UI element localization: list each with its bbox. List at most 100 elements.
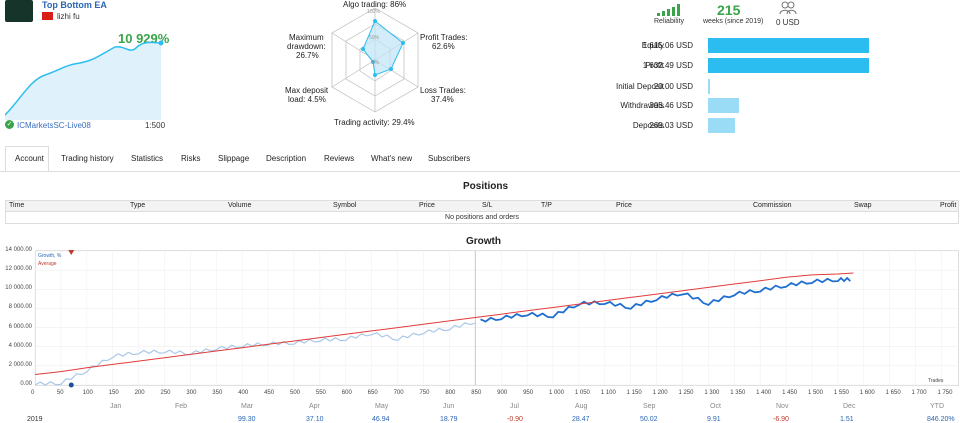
month-label: Dec — [843, 403, 856, 410]
tab-statistics[interactable]: Statistics — [131, 154, 164, 163]
col-commission[interactable]: Commission — [753, 202, 792, 209]
tab-slippage[interactable]: Slippage — [218, 154, 250, 163]
x-tick-label: 300 — [186, 390, 197, 396]
radar-max-deposit-value: load: 4.5% — [288, 95, 326, 104]
tab-subscribers[interactable]: Subscribers — [428, 154, 471, 163]
x-axis-label: Trades — [928, 378, 944, 384]
y-tick-label: 6 000.00 — [8, 323, 32, 330]
col-price-open[interactable]: Price — [419, 202, 435, 209]
stat-bar — [708, 58, 869, 73]
col-swap[interactable]: Swap — [854, 202, 872, 209]
col-volume[interactable]: Volume — [228, 202, 252, 209]
radar-chart — [331, 7, 419, 113]
col-price-current[interactable]: Price — [616, 202, 632, 209]
y-tick-label: 8 000.00 — [8, 304, 32, 311]
stat-value: 1 632.49 USD — [642, 61, 693, 70]
positions-table: Time Type Volume Symbol Price S/L T/P Pr… — [5, 200, 959, 224]
y-tick-label: 4 000.00 — [8, 342, 32, 349]
stat-value: 269.03 USD — [649, 121, 693, 130]
monthly-return: -0.90 — [507, 416, 523, 423]
positions-title: Positions — [463, 181, 509, 192]
mini-growth-chart — [5, 40, 164, 120]
radar-max-dd-label2: drawdown: — [287, 42, 326, 51]
monthly-return: -6.90 — [773, 416, 789, 423]
radar-max-dd-label1: Maximum — [289, 33, 324, 42]
month-label: Jul — [510, 403, 519, 410]
month-label: Jun — [443, 403, 455, 410]
y-tick-label: 10 000.00 — [5, 285, 32, 292]
legend-average: Average — [38, 261, 57, 267]
stat-label: Profit — [645, 61, 664, 70]
signal-title[interactable]: Top Bottom EA — [42, 0, 107, 10]
year-label: 2019 — [27, 416, 43, 423]
x-tick-label: 1 750 — [937, 390, 953, 396]
tab-whats-new[interactable]: What's new — [371, 154, 413, 163]
x-tick-label: 1 650 — [885, 390, 901, 396]
x-tick-label: 550 — [315, 390, 326, 396]
stat-bar — [708, 79, 710, 94]
radar-ring-0: 0% — [372, 60, 380, 66]
radar-loss-trades-value: 37.4% — [431, 95, 454, 104]
x-tick-label: 1 450 — [782, 390, 798, 396]
x-tick-label: 1 000 — [548, 390, 564, 396]
ea-logo — [5, 0, 33, 22]
stat-value: 306.46 USD — [649, 101, 693, 110]
col-type[interactable]: Type — [130, 202, 146, 209]
deposit-marker — [68, 382, 74, 388]
tab-account-frame — [5, 146, 49, 172]
growth-chart-frame — [35, 250, 959, 386]
x-tick-label: 1 250 — [678, 390, 694, 396]
radar-ring-100: 100% — [367, 9, 380, 15]
month-label: Sep — [643, 403, 656, 410]
monthly-return: 18.79 — [440, 416, 458, 423]
x-tick-label: 1 700 — [911, 390, 927, 396]
stat-bar — [708, 118, 735, 133]
stat-label: Equity — [641, 41, 664, 50]
x-tick-label: 900 — [497, 390, 508, 396]
monthly-return: 1.51 — [840, 416, 854, 423]
y-tick-label: 14 000.00 — [5, 247, 32, 253]
tab-account[interactable]: Account — [15, 154, 44, 163]
reliability-label: Reliability — [654, 18, 684, 25]
radar-max-dd-value: 26.7% — [296, 51, 319, 60]
radar-profit-trades-label: Profit Trades: — [420, 33, 468, 42]
x-tick-label: 0 — [31, 390, 35, 396]
x-tick-label: 800 — [445, 390, 456, 396]
stat-bar — [708, 98, 739, 113]
x-tick-label: 500 — [289, 390, 300, 396]
stat-label: Withdrawals — [620, 101, 664, 110]
tab-reviews[interactable]: Reviews — [324, 154, 355, 163]
x-tick-label: 250 — [160, 390, 171, 396]
weeks-label: weeks (since 2019) — [703, 18, 764, 25]
x-tick-label: 1 500 — [807, 390, 823, 396]
col-profit[interactable]: Profit — [940, 202, 957, 209]
month-label: Aug — [575, 403, 588, 410]
series-average — [34, 272, 854, 375]
series-growth — [480, 276, 851, 323]
col-time[interactable]: Time — [9, 202, 25, 209]
month-label: Nov — [776, 403, 789, 410]
withdrawal-marker — [68, 250, 75, 255]
legend-growth: Growth, % — [38, 253, 62, 259]
month-label: Apr — [309, 403, 320, 410]
col-sl[interactable]: S/L — [482, 202, 493, 209]
tab-trading-history[interactable]: Trading history — [61, 154, 114, 163]
monthly-return: 46.94 — [372, 416, 390, 423]
monthly-return: 28.47 — [572, 416, 590, 423]
broker-server[interactable]: ICMarketsSC-Live08 — [17, 121, 91, 130]
monthly-return: 9.91 — [707, 416, 721, 423]
month-label: Feb — [175, 403, 188, 410]
author-name[interactable]: lizhi fu — [57, 12, 80, 21]
col-symbol[interactable]: Symbol — [333, 202, 357, 209]
x-tick-label: 1 100 — [600, 390, 616, 396]
subscribers-icon — [779, 1, 797, 15]
monthly-return: 37.10 — [306, 416, 324, 423]
col-tp[interactable]: T/P — [541, 202, 552, 209]
x-tick-label: 700 — [393, 390, 404, 396]
tab-risks[interactable]: Risks — [181, 154, 201, 163]
positions-header-row: Time Type Volume Symbol Price S/L T/P Pr… — [6, 201, 958, 212]
tab-description[interactable]: Description — [266, 154, 307, 163]
growth-title: Growth — [466, 236, 501, 247]
x-tick-label: 1 350 — [730, 390, 746, 396]
x-tick-label: 1 600 — [859, 390, 875, 396]
